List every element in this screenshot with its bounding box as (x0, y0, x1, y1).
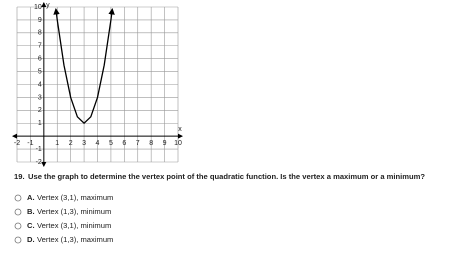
radio-button[interactable] (14, 208, 22, 216)
option-letter: B. (27, 207, 35, 216)
x-tick-label: -2 (14, 140, 20, 147)
parabola (53, 8, 115, 125)
x-tick-label: 3 (82, 140, 86, 147)
radio-button[interactable] (14, 194, 22, 202)
y-tick-label: 3 (38, 94, 42, 101)
y-tick-label: 7 (38, 43, 42, 50)
y-tick-label: -2 (36, 159, 42, 166)
option-text: Vertex (1,3), maximum (37, 235, 113, 244)
y-tick-label: 8 (38, 30, 42, 37)
x-tick-label: 5 (109, 140, 113, 147)
option-letter: D. (27, 235, 35, 244)
y-tick-label: 2 (38, 107, 42, 114)
y-tick-label: 10 (34, 4, 42, 11)
x-tick-label: 9 (163, 140, 167, 147)
x-tick-label: 6 (122, 140, 126, 147)
x-tick-label: 10 (174, 140, 182, 147)
y-tick-label: 4 (38, 81, 42, 88)
y-tick-label: -1 (36, 146, 42, 153)
y-tick-label: 5 (38, 68, 42, 75)
graph: -2 -1 1 2 3 4 5 6 7 8 9 10 -2 -1 1 2 3 4 5 6 7 8 9 10 x y (12, 2, 183, 167)
x-tick-label: 2 (69, 140, 73, 147)
x-axis-label: x (178, 126, 182, 133)
radio-button[interactable] (14, 236, 22, 244)
x-tick-label: 7 (136, 140, 140, 147)
y-axis-label: y (46, 2, 50, 9)
option-letter: C. (27, 221, 35, 230)
radio-button[interactable] (14, 222, 22, 230)
y-tick-label: 6 (38, 56, 42, 63)
x-tick-label: 4 (96, 140, 100, 147)
y-tick-label: 1 (38, 120, 42, 127)
option-text: Vertex (3,1), maximum (37, 193, 113, 202)
question-text: Use the graph to determine the vertex po… (28, 172, 425, 181)
x-tick-label: 8 (149, 140, 153, 147)
y-tick-label: 9 (38, 17, 42, 24)
question-number: 19. (14, 172, 25, 181)
option-text: Vertex (1,3), minimum (37, 207, 111, 216)
x-tick-label: -1 (27, 140, 33, 147)
x-tick-label: 1 (55, 140, 59, 147)
option-letter: A. (27, 193, 35, 202)
option-text: Vertex (3,1), minimum (37, 221, 111, 230)
